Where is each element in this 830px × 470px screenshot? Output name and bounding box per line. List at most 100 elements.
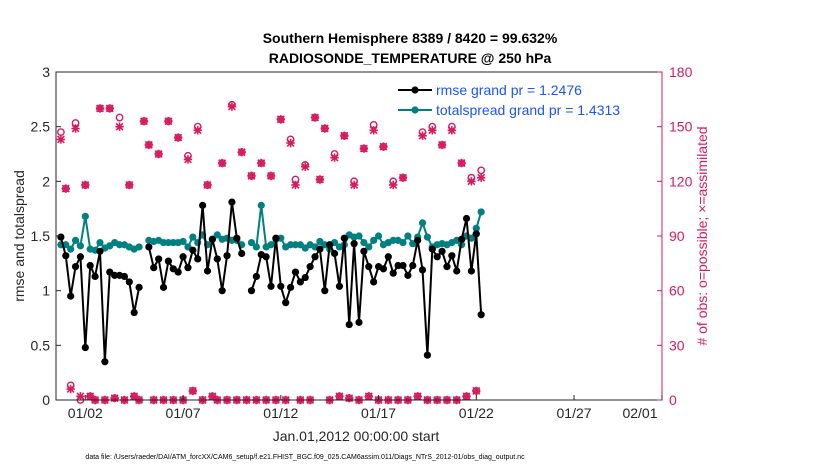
rmse-point <box>252 272 260 281</box>
obs-assimilated-marker <box>364 392 373 401</box>
right-y-axis: 0 30 60 90 120 150 180 <box>657 64 693 408</box>
y-tick-label: 2 <box>42 173 50 189</box>
obs-assimilated-marker <box>320 124 329 133</box>
rmse-point <box>360 247 368 255</box>
chart-title-line-2: RADIOSONDE_TEMPERATURE @ 250 hPa <box>269 50 552 66</box>
plot-area <box>55 71 663 405</box>
rmse-point <box>472 230 480 238</box>
rmse-point <box>477 311 485 319</box>
right-tick-label: 90 <box>669 228 685 244</box>
rmse-point <box>345 320 353 329</box>
rmse-point <box>350 240 358 248</box>
rmse-point <box>96 247 104 255</box>
y-tick-label: 1 <box>42 283 50 299</box>
rmse-point <box>330 249 339 258</box>
rmse-point <box>365 263 373 271</box>
obs-assimilated-marker <box>315 175 325 184</box>
obs-assimilated-marker <box>76 392 85 401</box>
footer-data-file: data file: /Users/raeder/DAI/ATM_forcXX/… <box>85 454 525 461</box>
rmse-point <box>130 308 138 317</box>
x-tick-label: 01/27 <box>557 405 592 421</box>
totalspread-point <box>370 236 378 244</box>
rmse-point <box>340 234 348 242</box>
obs-assimilated-marker <box>86 392 95 401</box>
totalspread-point <box>374 232 383 240</box>
obs-assimilated-marker <box>61 184 70 193</box>
obs-assimilated-marker <box>183 155 193 164</box>
obs-assimilated-marker <box>345 393 354 403</box>
right-tick-label: 180 <box>669 64 693 80</box>
rmse-point <box>423 351 432 359</box>
rmse-point <box>155 255 163 263</box>
obs-assimilated-marker <box>379 142 388 151</box>
obs-assimilated-marker <box>125 180 134 190</box>
right-tick-label: 120 <box>669 173 693 189</box>
rmse-point <box>199 201 207 209</box>
rmse-point <box>71 263 80 271</box>
obs-assimilated-marker <box>330 153 339 162</box>
rmse-point <box>238 249 246 258</box>
rmse-point <box>311 253 319 261</box>
obs-assimilated-marker <box>413 392 422 401</box>
obs-assimilated-marker <box>257 158 266 168</box>
x-axis-label: Jan.01,2012 00:00:00 start <box>273 428 440 444</box>
obs-assimilated-marker <box>467 177 476 186</box>
rmse-point <box>101 358 109 366</box>
obs-possible-marker <box>115 113 124 122</box>
rmse-point <box>438 247 446 255</box>
rmse-point <box>76 253 85 261</box>
obs-assimilated-marker <box>110 393 119 403</box>
totalspread-point <box>179 237 187 246</box>
rmse-point <box>418 266 427 274</box>
rmse-point <box>81 343 89 352</box>
obs-assimilated-marker <box>173 133 183 142</box>
rmse-point <box>404 271 412 279</box>
obs-assimilated-marker <box>164 117 173 126</box>
right-tick-label: 30 <box>669 337 685 353</box>
rmse-point <box>448 252 456 260</box>
obs-assimilated-marker <box>462 392 471 401</box>
rmse-point <box>286 283 295 291</box>
rmse-point <box>223 252 231 260</box>
rmse-point <box>184 264 192 272</box>
obs-assimilated-marker <box>447 126 457 135</box>
rmse-point <box>296 278 304 286</box>
obs-assimilated-marker <box>227 102 237 111</box>
rmse-point <box>453 267 461 275</box>
obs-assimilated-marker <box>71 124 80 133</box>
rmse-point <box>355 318 363 326</box>
rmse-point <box>228 198 236 206</box>
legend-spread-label: totalspread grand pr = 1.4313 <box>436 102 620 118</box>
obs-assimilated-marker <box>203 180 212 190</box>
x-axis: 01/02 01/07 01/12 01/17 01/22 01/27 02/01 <box>68 395 663 421</box>
rmse-point <box>159 283 168 291</box>
rmse-point <box>409 261 417 270</box>
obs-assimilated-marker <box>139 117 149 126</box>
rmse-point <box>277 282 285 290</box>
rmse-point <box>384 253 392 261</box>
rmse-point <box>443 263 451 271</box>
totalspread-point <box>404 232 412 240</box>
rmse-point <box>267 282 275 290</box>
totalspread-point <box>365 243 373 251</box>
rmse-point <box>233 234 241 242</box>
obs-assimilated-marker <box>129 392 139 401</box>
y-tick-label: 0 <box>42 392 50 408</box>
totalspread-point <box>467 234 476 242</box>
totalspread-point <box>96 238 104 247</box>
x-tick-label: 01/07 <box>166 405 201 421</box>
right-tick-label: 150 <box>669 119 693 135</box>
rmse-point <box>189 246 197 254</box>
totalspread-point <box>247 238 256 247</box>
totalspread-point <box>418 219 427 227</box>
obs-assimilated-marker <box>105 104 114 113</box>
rmse-point <box>125 278 133 286</box>
rmse-point <box>335 282 344 290</box>
totalspread-point <box>399 238 407 247</box>
legend: rmse grand pr = 1.2476 totalspread grand… <box>393 79 645 121</box>
rmse-point <box>414 236 422 244</box>
y-tick-label: 3 <box>42 64 50 80</box>
legend-spread-marker <box>411 106 419 114</box>
rmse-point <box>86 261 94 270</box>
obs-assimilated-marker <box>286 138 295 148</box>
